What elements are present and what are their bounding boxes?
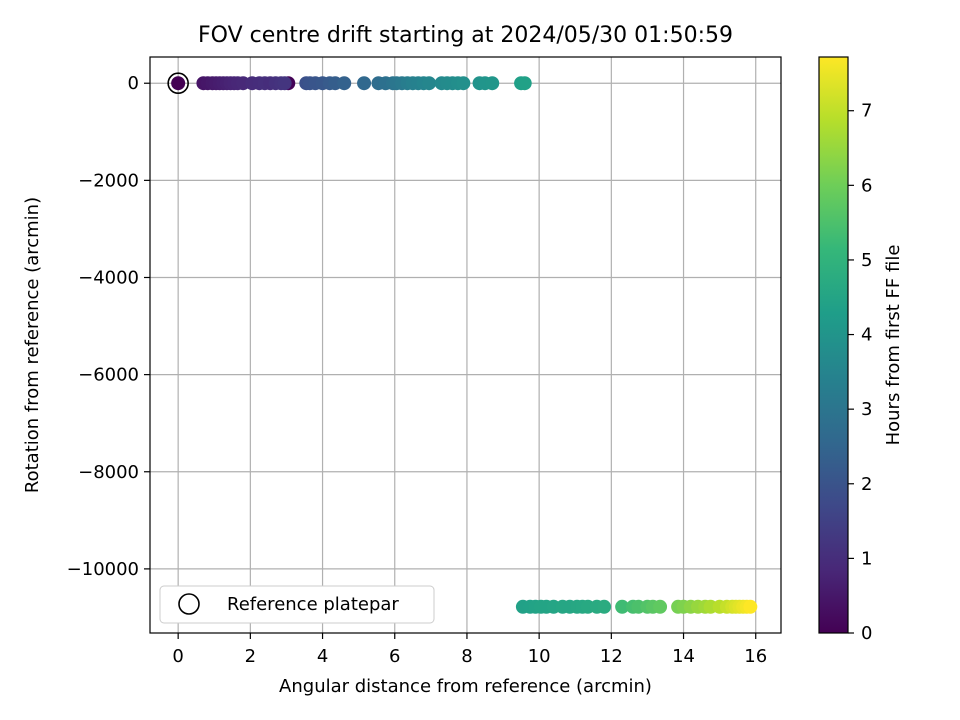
data-point	[456, 76, 471, 91]
x-axis-label: Angular distance from reference (arcmin)	[279, 676, 652, 697]
scatter-points	[167, 72, 758, 614]
y-tick-label: −8000	[78, 462, 139, 483]
legend-marker-reference	[178, 593, 200, 615]
legend-box	[159, 585, 435, 624]
legend-entry-reference: Reference platepar	[227, 594, 399, 615]
x-tick-label: 6	[389, 646, 400, 667]
reference-platepar-marker	[167, 72, 189, 95]
y-axis-ticks: 0 −2000 −4000 −6000 −8000 −10000	[67, 73, 150, 580]
data-point	[597, 599, 612, 614]
colorbar-gradient	[818, 56, 849, 634]
colorbar-tick-label: 1	[861, 548, 872, 569]
y-tick-label: −6000	[78, 365, 139, 386]
colorbar-tick-label: 7	[861, 101, 872, 122]
colorbar-tick-label: 2	[861, 474, 872, 495]
x-tick-label: 2	[245, 646, 256, 667]
colorbar: 0 1 2 3 4 5 6 7 Hours from first FF file	[818, 56, 904, 644]
colorbar-tick-label: 6	[861, 175, 872, 196]
data-point	[517, 76, 532, 91]
colorbar-tick-label: 4	[861, 325, 872, 346]
x-tick-label: 10	[528, 646, 551, 667]
chart-title: FOV centre drift starting at 2024/05/30 …	[198, 23, 733, 48]
legend: Reference platepar	[159, 585, 435, 624]
data-point	[653, 599, 668, 614]
x-axis-ticks: 0 2 4 6 8 10 12 14 16	[172, 633, 767, 667]
x-tick-label: 0	[172, 646, 183, 667]
data-point	[357, 76, 372, 91]
plot-frame	[149, 56, 782, 634]
y-tick-label: −2000	[78, 170, 139, 191]
colorbar-tick-label: 3	[861, 399, 872, 420]
colorbar-tick-label: 5	[861, 250, 872, 271]
grid-lines	[150, 57, 781, 633]
data-point	[337, 76, 352, 91]
colorbar-label: Hours from first FF file	[883, 245, 904, 446]
y-axis-label: Rotation from reference (arcmin)	[22, 197, 43, 493]
colorbar-tick-label: 0	[861, 623, 872, 644]
data-point	[743, 599, 758, 614]
x-tick-label: 12	[600, 646, 623, 667]
y-tick-label: 0	[128, 73, 139, 94]
x-tick-label: 4	[317, 646, 328, 667]
x-tick-label: 8	[461, 646, 472, 667]
data-point	[171, 76, 186, 91]
x-tick-label: 14	[672, 646, 695, 667]
data-point	[277, 76, 292, 91]
y-tick-label: −4000	[78, 267, 139, 288]
x-tick-label: 16	[744, 646, 767, 667]
colorbar-ticks: 0 1 2 3 4 5 6 7	[848, 101, 872, 644]
data-point	[485, 76, 500, 91]
data-point	[615, 599, 630, 614]
data-point	[422, 76, 437, 91]
y-tick-label: −10000	[67, 559, 139, 580]
